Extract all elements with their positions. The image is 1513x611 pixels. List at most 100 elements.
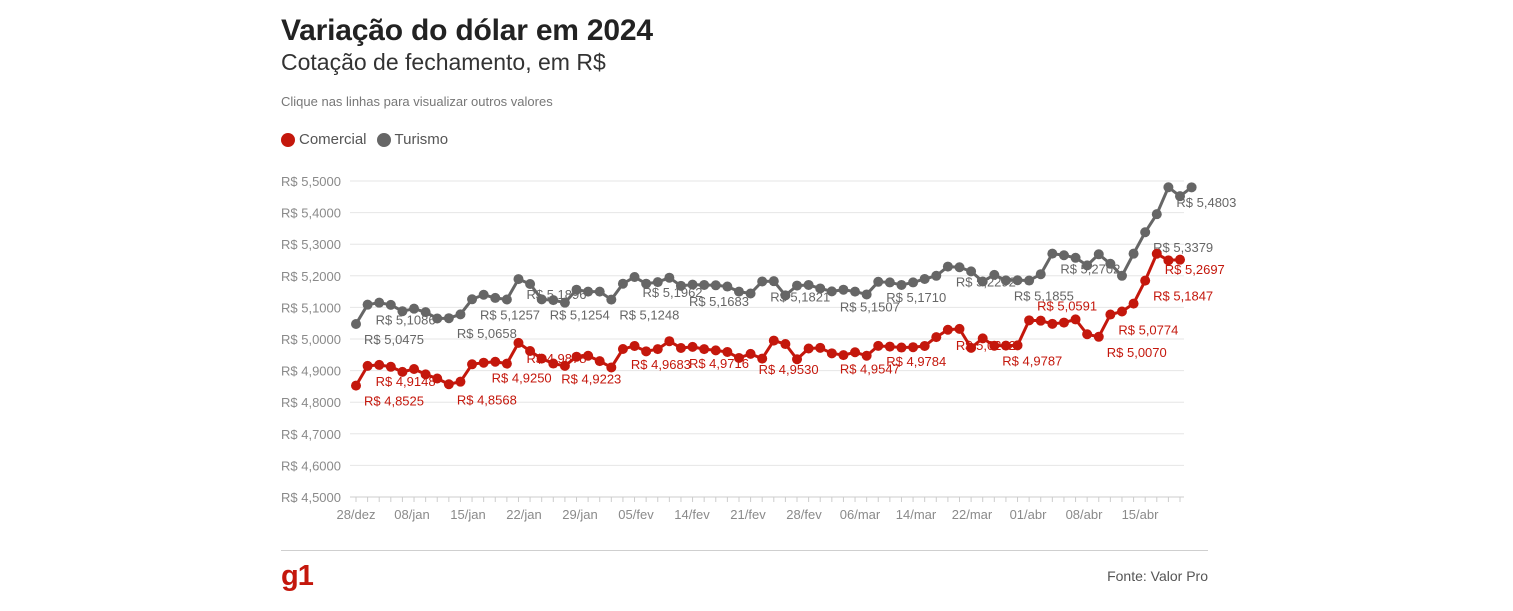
data-point-comercial[interactable] — [826, 348, 837, 359]
data-point-turismo[interactable] — [1128, 248, 1139, 259]
data-point-turismo[interactable] — [792, 280, 803, 291]
data-point-comercial[interactable] — [977, 333, 988, 344]
data-point-comercial[interactable] — [884, 341, 895, 352]
data-point-comercial[interactable] — [710, 345, 721, 356]
data-point-comercial[interactable] — [838, 350, 849, 361]
data-point-turismo[interactable] — [815, 283, 826, 294]
data-point-comercial[interactable] — [745, 348, 756, 359]
data-point-comercial[interactable] — [455, 376, 466, 387]
data-point-comercial[interactable] — [733, 352, 744, 363]
data-point-comercial[interactable] — [559, 360, 570, 371]
data-point-turismo[interactable] — [513, 274, 524, 285]
data-point-comercial[interactable] — [362, 360, 373, 371]
data-point-turismo[interactable] — [861, 289, 872, 300]
data-point-turismo[interactable] — [687, 279, 698, 290]
data-point-turismo[interactable] — [629, 272, 640, 283]
data-point-comercial[interactable] — [536, 353, 547, 364]
data-point-turismo[interactable] — [617, 278, 628, 289]
data-point-turismo[interactable] — [536, 294, 547, 305]
data-point-comercial[interactable] — [397, 366, 408, 377]
data-point-turismo[interactable] — [664, 272, 675, 283]
data-point-turismo[interactable] — [908, 277, 919, 288]
data-point-turismo[interactable] — [757, 276, 768, 287]
data-point-turismo[interactable] — [884, 277, 895, 288]
data-point-turismo[interactable] — [733, 286, 744, 297]
data-point-comercial[interactable] — [1035, 315, 1046, 326]
data-point-comercial[interactable] — [908, 342, 919, 353]
data-point-comercial[interactable] — [420, 369, 431, 380]
data-point-comercial[interactable] — [513, 337, 524, 348]
data-point-comercial[interactable] — [664, 336, 675, 347]
data-point-comercial[interactable] — [1070, 314, 1081, 325]
data-point-comercial[interactable] — [768, 335, 779, 346]
data-point-turismo[interactable] — [1151, 209, 1162, 220]
data-point-comercial[interactable] — [652, 344, 663, 355]
data-point-comercial[interactable] — [525, 346, 536, 357]
data-point-comercial[interactable] — [409, 364, 420, 375]
data-point-comercial[interactable] — [1128, 298, 1139, 309]
data-point-turismo[interactable] — [478, 289, 489, 300]
data-point-comercial[interactable] — [861, 350, 872, 361]
data-point-turismo[interactable] — [548, 295, 559, 306]
data-point-turismo[interactable] — [966, 266, 977, 277]
data-point-turismo[interactable] — [455, 309, 466, 320]
data-point-comercial[interactable] — [815, 342, 826, 353]
data-point-comercial[interactable] — [966, 342, 977, 353]
data-point-comercial[interactable] — [490, 356, 501, 367]
data-point-turismo[interactable] — [826, 286, 837, 297]
data-point-comercial[interactable] — [629, 340, 640, 351]
data-point-turismo[interactable] — [803, 279, 814, 290]
data-point-comercial[interactable] — [1151, 248, 1162, 259]
data-point-comercial[interactable] — [432, 373, 443, 384]
data-point-turismo[interactable] — [1024, 275, 1035, 286]
legend-item-turismo[interactable]: Turismo — [376, 131, 448, 148]
data-point-comercial[interactable] — [687, 341, 698, 352]
data-point-comercial[interactable] — [757, 353, 768, 364]
data-point-comercial[interactable] — [873, 340, 884, 351]
data-point-comercial[interactable] — [351, 380, 361, 391]
data-point-comercial[interactable] — [1105, 309, 1116, 320]
data-point-turismo[interactable] — [873, 276, 884, 287]
data-point-comercial[interactable] — [548, 358, 559, 369]
data-point-turismo[interactable] — [583, 286, 594, 297]
data-point-comercial[interactable] — [675, 342, 686, 353]
data-point-comercial[interactable] — [1058, 317, 1069, 328]
data-point-comercial[interactable] — [896, 342, 907, 353]
data-point-comercial[interactable] — [443, 379, 454, 390]
data-point-comercial[interactable] — [385, 361, 396, 372]
data-point-turismo[interactable] — [1140, 227, 1151, 238]
data-point-comercial[interactable] — [1082, 329, 1093, 340]
data-point-turismo[interactable] — [1116, 270, 1127, 281]
data-point-turismo[interactable] — [1047, 248, 1058, 259]
data-point-comercial[interactable] — [1093, 331, 1104, 342]
data-point-comercial[interactable] — [931, 332, 942, 343]
data-point-turismo[interactable] — [1186, 182, 1197, 193]
data-point-turismo[interactable] — [1163, 182, 1174, 193]
data-point-turismo[interactable] — [1012, 275, 1023, 286]
data-point-turismo[interactable] — [838, 284, 849, 295]
data-point-comercial[interactable] — [478, 357, 489, 368]
data-point-turismo[interactable] — [490, 292, 501, 303]
data-point-turismo[interactable] — [699, 279, 710, 290]
data-point-turismo[interactable] — [467, 294, 478, 305]
data-point-comercial[interactable] — [722, 346, 733, 357]
data-point-turismo[interactable] — [710, 280, 721, 291]
data-point-turismo[interactable] — [409, 303, 420, 314]
data-point-comercial[interactable] — [919, 340, 930, 351]
data-point-comercial[interactable] — [374, 359, 385, 370]
data-point-turismo[interactable] — [432, 313, 443, 324]
data-point-turismo[interactable] — [1082, 260, 1093, 271]
data-point-turismo[interactable] — [977, 276, 988, 287]
data-point-comercial[interactable] — [780, 339, 791, 350]
data-point-comercial[interactable] — [606, 362, 617, 373]
data-point-turismo[interactable] — [931, 270, 942, 281]
data-point-comercial[interactable] — [1024, 315, 1035, 326]
data-point-comercial[interactable] — [1000, 340, 1011, 351]
data-point-turismo[interactable] — [385, 299, 396, 310]
data-point-turismo[interactable] — [722, 281, 733, 292]
data-point-turismo[interactable] — [420, 307, 431, 318]
data-point-turismo[interactable] — [397, 306, 408, 317]
data-point-turismo[interactable] — [1035, 269, 1046, 280]
data-point-comercial[interactable] — [571, 351, 582, 362]
data-point-turismo[interactable] — [850, 286, 861, 297]
